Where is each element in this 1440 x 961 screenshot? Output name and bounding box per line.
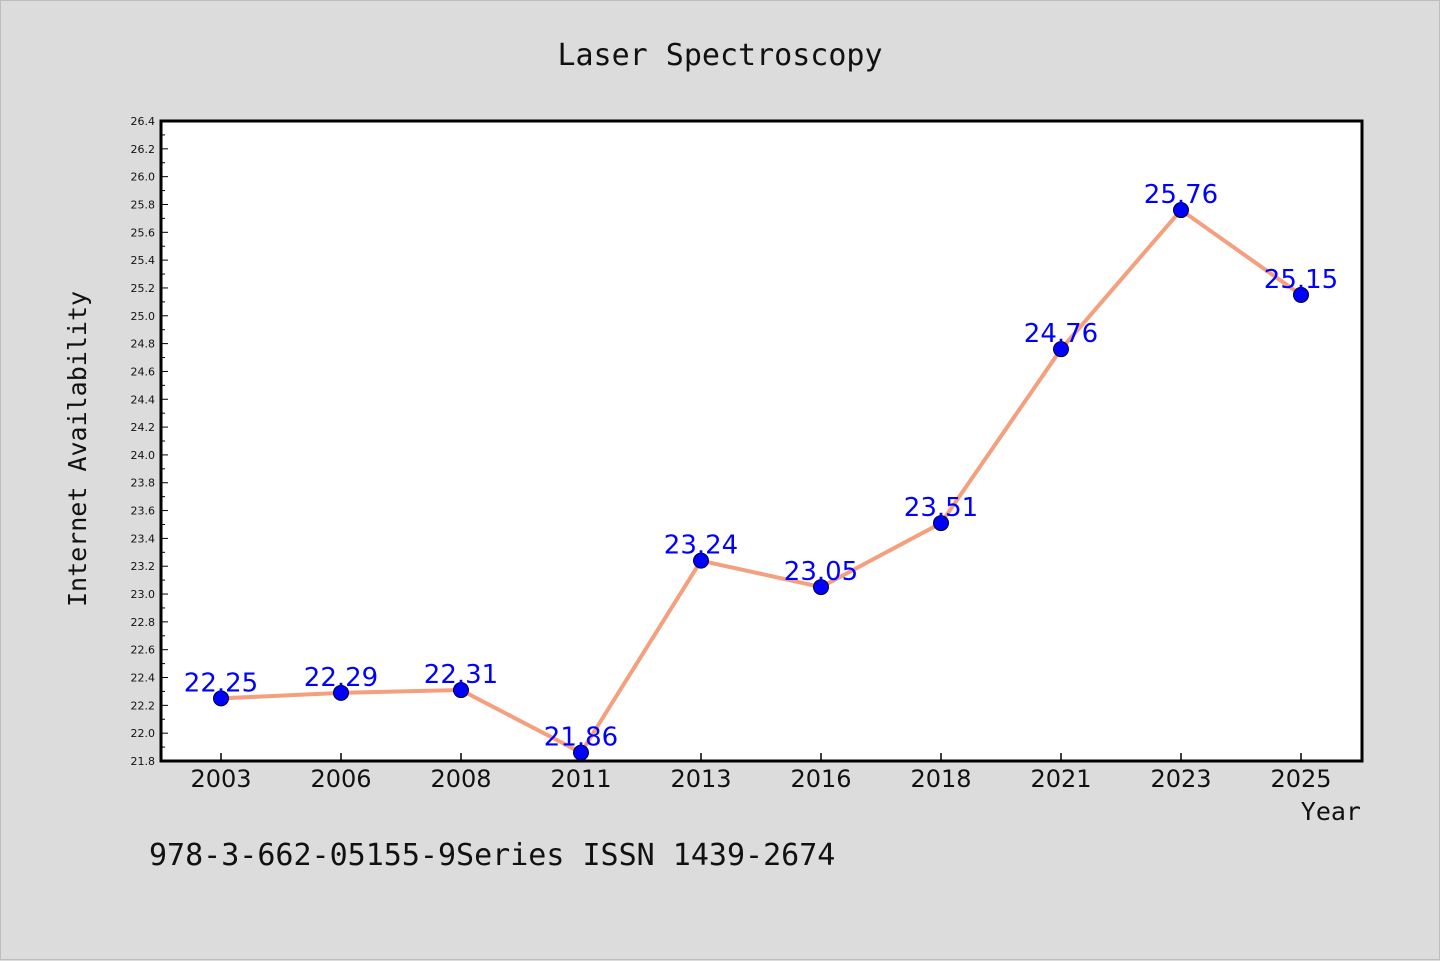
data-point <box>213 690 229 707</box>
y-tick-label: 26.4 <box>131 115 156 128</box>
y-tick-label: 24.8 <box>131 338 156 351</box>
data-label: 23.51 <box>904 493 978 523</box>
y-tick-label: 26.0 <box>131 171 156 184</box>
y-tick-label: 22.2 <box>131 699 156 712</box>
x-tick-label: 2023 <box>1150 765 1211 793</box>
series-line-group: 22.25 22.29 22.31 21.86 23.24 23.05 23.51 24.76… <box>184 180 1338 761</box>
y-tick-label: 25.0 <box>131 310 156 323</box>
x-tick-label: 2021 <box>1030 765 1091 793</box>
y-tick-label: 23.6 <box>131 505 156 518</box>
y-tick-label: 25.6 <box>131 226 156 239</box>
data-label: 22.31 <box>424 660 498 690</box>
data-label: 21.86 <box>544 723 618 753</box>
data-point <box>1173 202 1189 219</box>
x-tick-label: 2016 <box>790 765 851 793</box>
x-axis-label: Year <box>1301 797 1361 826</box>
y-tick-label: 24.2 <box>131 421 156 434</box>
x-tick-label: 2011 <box>550 765 611 793</box>
y-tick-label: 24.6 <box>131 365 156 378</box>
chart-title: Laser Spectroscopy <box>557 38 882 73</box>
x-tick-label: 2008 <box>430 765 491 793</box>
data-label: 24.76 <box>1024 319 1098 349</box>
data-label: 25.76 <box>1144 180 1218 210</box>
y-tick-label: 25.4 <box>131 254 156 267</box>
x-tick-label: 2013 <box>670 765 731 793</box>
y-tick-label: 23.2 <box>131 560 156 573</box>
y-tick-label: 25.8 <box>131 198 156 211</box>
y-tick-label: 22.8 <box>131 616 156 629</box>
x-tick-label: 2003 <box>190 765 251 793</box>
data-point <box>1053 341 1069 358</box>
y-tick-label: 23.8 <box>131 477 156 490</box>
y-tick-label: 24.0 <box>131 449 156 462</box>
y-axis: 21.8 22.0 22.2 22.4 22.6 22.8 23.0 23.2 23.4 23.6… <box>131 115 168 768</box>
data-label: 22.29 <box>304 663 378 693</box>
data-point <box>813 579 829 596</box>
data-point <box>1293 286 1309 303</box>
x-tick-label: 2006 <box>310 765 371 793</box>
y-tick-label: 25.2 <box>131 282 156 295</box>
data-point <box>333 684 349 701</box>
x-tick-label: 2025 <box>1270 765 1331 793</box>
data-label: 25.15 <box>1264 265 1338 295</box>
data-point <box>693 552 709 569</box>
data-point <box>573 744 589 761</box>
plot-area <box>159 119 1364 763</box>
y-tick-label: 21.8 <box>131 755 156 768</box>
data-label: 23.05 <box>784 557 858 587</box>
x-axis: 2003 2006 2008 2011 2013 2016 2018 2021 2023 2025 <box>190 753 1332 793</box>
data-point <box>453 682 469 699</box>
data-point <box>933 515 949 532</box>
y-tick-label: 22.6 <box>131 644 156 657</box>
y-tick-label: 22.0 <box>131 727 156 740</box>
y-tick-label: 23.0 <box>131 588 156 601</box>
y-tick-label: 22.4 <box>131 672 156 685</box>
y-tick-label: 24.4 <box>131 393 156 406</box>
data-label: 23.24 <box>664 531 738 561</box>
y-tick-label: 23.4 <box>131 532 156 545</box>
y-tick-label: 26.2 <box>131 143 156 156</box>
y-axis-label: Internet Availability <box>63 291 92 607</box>
x-tick-label: 2018 <box>910 765 971 793</box>
series-line <box>219 208 1303 755</box>
data-label: 22.25 <box>184 668 258 698</box>
footer-isbn-issn: 978-3-662-05155-9Series ISSN 1439-2674 <box>149 838 835 873</box>
